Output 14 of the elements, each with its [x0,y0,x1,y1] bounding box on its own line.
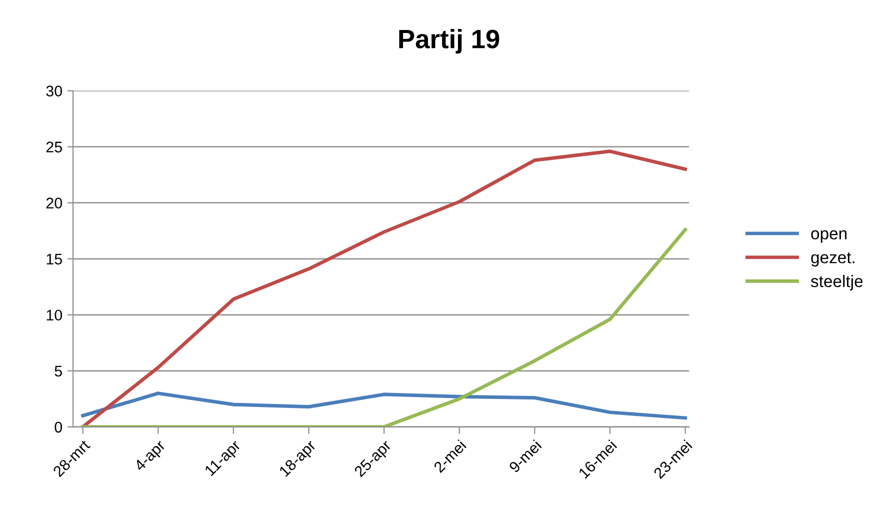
y-tick-label: 25 [46,142,62,152]
chart-title: Partij 19 [399,29,500,54]
y-tick-label: 20 [46,198,62,208]
y-tick-label: 15 [46,254,62,265]
line-series [81,150,688,427]
line-series [81,228,688,427]
y-tick-label: 0 [54,422,62,433]
y-tick-label: 5 [54,366,62,377]
y-tick-label: 10 [46,310,62,321]
legend-label: steeltje [810,274,863,290]
legend-label: gezet. [811,252,854,267]
line-series [81,392,688,420]
legend-label: open [811,230,846,243]
y-tick-label: 30 [46,86,62,96]
